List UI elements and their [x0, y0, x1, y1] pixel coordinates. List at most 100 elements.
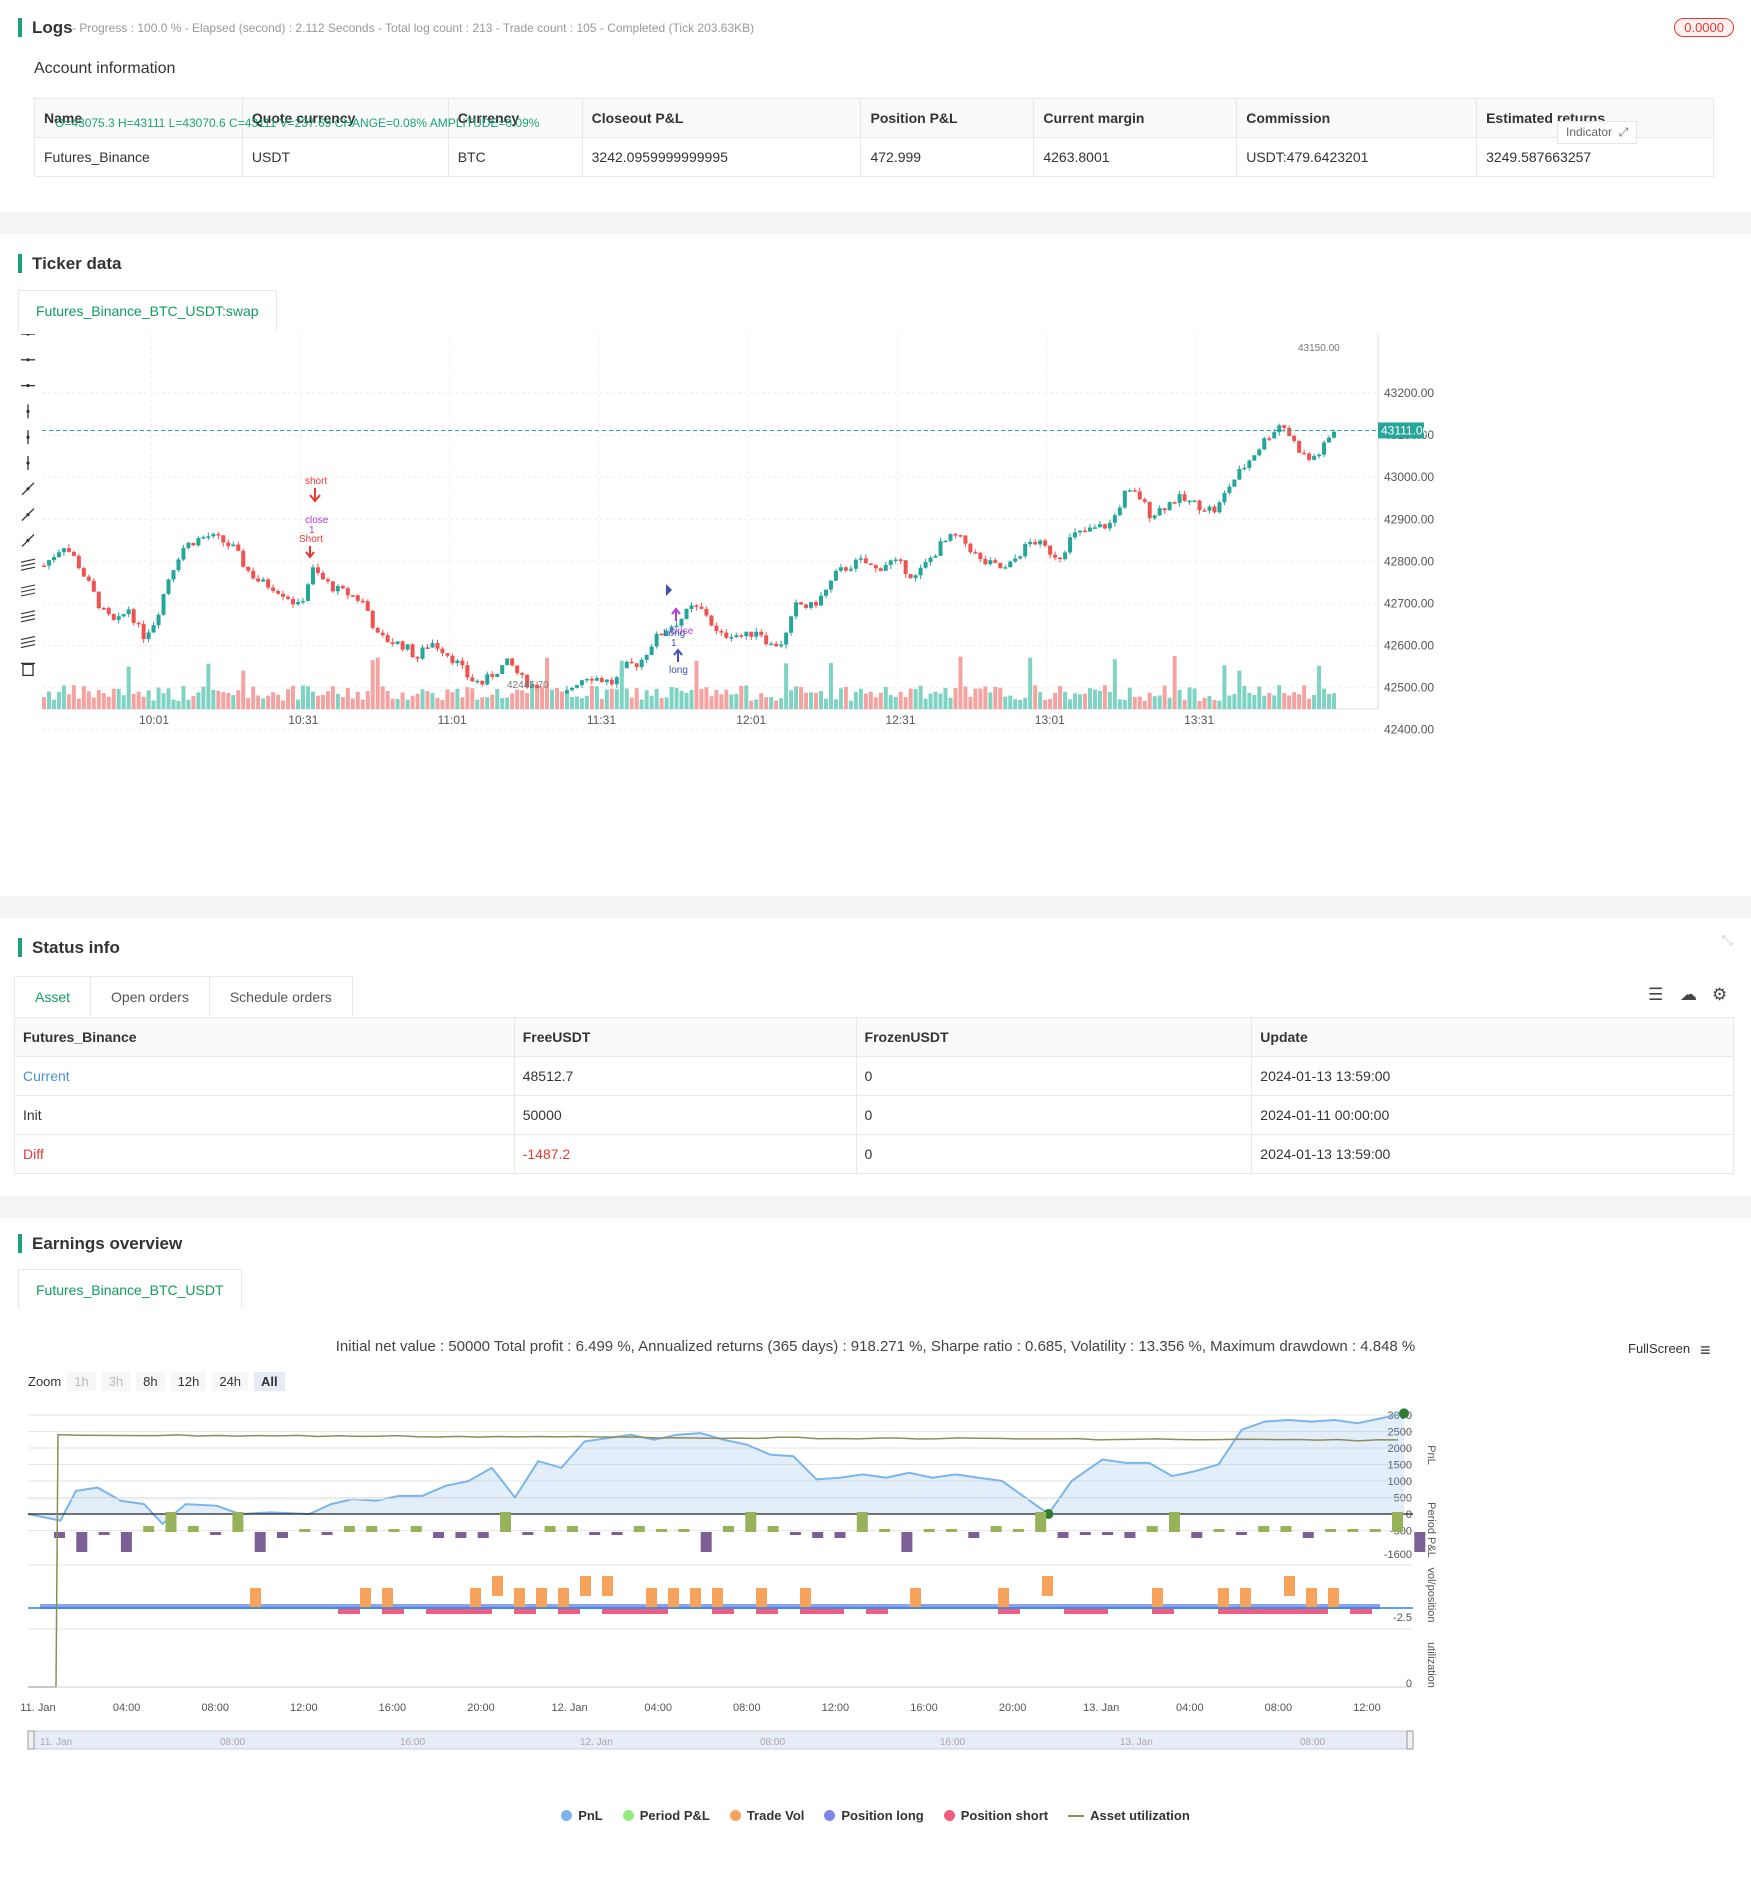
earnings-symbol-tab[interactable]: Futures_Binance_BTC_USDT [18, 1269, 242, 1309]
volume-bar [1292, 692, 1297, 709]
zoom-8h[interactable]: 8h [136, 1372, 165, 1391]
fullscreen-button[interactable]: FullScreen [1628, 1341, 1691, 1356]
navigator-right-handle[interactable] [1406, 1730, 1414, 1750]
vertical-ray-icon[interactable] [26, 456, 30, 470]
volume-bar [146, 690, 151, 709]
vertical-segment-icon[interactable] [26, 430, 30, 445]
trade-vol-bar [250, 1588, 261, 1608]
candle-body [1013, 558, 1018, 562]
candle-body [146, 632, 151, 640]
candle-body [1077, 530, 1082, 533]
candle-body [395, 641, 400, 644]
candle-body [903, 560, 908, 575]
candle-body [410, 644, 415, 658]
earnings-chart[interactable]: 300025002000150010005000-500PnLPeriod P&… [0, 1395, 1751, 1892]
candle-body [1102, 524, 1107, 529]
fib-icon[interactable] [20, 610, 36, 623]
menu-icon[interactable]: ≡ [1700, 1340, 1711, 1360]
zoom-24h[interactable]: 24h [212, 1372, 249, 1391]
volume-bar [848, 700, 853, 709]
candle-body [121, 614, 126, 617]
candle-body [843, 567, 848, 571]
volume-bar [704, 687, 709, 709]
volume-bar [171, 699, 176, 709]
status-tab-asset[interactable]: Asset [14, 976, 92, 1016]
grid-icon[interactable] [20, 636, 36, 649]
vertical-line-icon[interactable] [26, 404, 30, 419]
zoom-All[interactable]: All [254, 1372, 285, 1391]
list-icon[interactable]: ☰ [1648, 985, 1664, 1004]
parallel-channel-icon[interactable] [20, 584, 36, 597]
legend-item[interactable]: PnL [561, 1808, 603, 1823]
zoom-1h[interactable]: 1h [67, 1372, 96, 1391]
candle-body [774, 643, 779, 647]
candle-body [66, 548, 71, 552]
volume-bar [480, 697, 485, 709]
candle-body [450, 655, 455, 664]
trend-ray-icon[interactable] [21, 508, 35, 522]
volume-bar [1122, 699, 1127, 709]
collapse-icon[interactable]: ⤡ [1721, 932, 1733, 948]
volume-bar [530, 686, 535, 709]
extended-line-icon[interactable] [21, 384, 35, 388]
legend-item[interactable]: Trade Vol [729, 1808, 804, 1823]
extended-trend-icon[interactable] [21, 533, 35, 547]
short-arrow-icon [305, 546, 315, 559]
trash-icon[interactable] [21, 662, 35, 677]
horizontal-line-icon[interactable] [21, 334, 35, 336]
navigator-tick-label: 08:00 [1300, 1737, 1325, 1748]
volume-bar [266, 695, 271, 709]
zoom-12h[interactable]: 12h [170, 1372, 207, 1391]
period-pnl-bar [410, 1526, 422, 1532]
volume-bar [833, 699, 838, 709]
candle-body [739, 635, 744, 637]
candlestick-chart[interactable]: 43200.0043100.0043000.0042900.0042800.00… [0, 334, 1751, 894]
legend-item[interactable]: Period P&L [622, 1808, 710, 1823]
candle-body [1197, 500, 1202, 511]
candle-body [530, 684, 535, 688]
volume-bar [1227, 695, 1232, 709]
candle-body [525, 674, 530, 688]
asset-cell[interactable]: Diff [14, 1134, 515, 1174]
legend-item[interactable]: Position short [943, 1808, 1049, 1823]
indicator-button[interactable]: Indicator ⤢ [1557, 121, 1638, 144]
candle-body [86, 576, 91, 581]
period-pnl-bar [678, 1529, 690, 1532]
volume-bar [246, 698, 251, 709]
legend-item[interactable]: Position long [824, 1808, 924, 1823]
candle-body [1207, 506, 1212, 511]
period-pnl-bar [946, 1529, 957, 1532]
price-label-icon[interactable] [20, 558, 36, 571]
volume-bar [470, 688, 475, 709]
period-pnl-bar [1035, 1512, 1047, 1532]
volume-bar [878, 692, 883, 709]
horizontal-ray-icon[interactable] [21, 358, 35, 362]
candle-body [1282, 425, 1287, 428]
expand-icon: ⤢ [1618, 125, 1629, 139]
candle-body [868, 563, 873, 566]
legend-label: Position short [960, 1808, 1049, 1823]
logs-title: Logs [18, 18, 73, 37]
candle-body [998, 562, 1003, 568]
volume-bar [380, 686, 385, 709]
volume-bar [1312, 694, 1317, 709]
cloud-download-icon[interactable]: ☁ [1680, 985, 1697, 1004]
candle-body [654, 633, 659, 647]
asset-cell[interactable]: Init [14, 1095, 515, 1135]
ticker-symbol-tab[interactable]: Futures_Binance_BTC_USDT:swap [18, 290, 277, 330]
candle-body [1018, 556, 1023, 559]
trend-line-icon[interactable] [21, 482, 35, 496]
trade-vol-bar [1328, 1588, 1339, 1608]
status-tab-open-orders[interactable]: Open orders [90, 976, 210, 1016]
candle-body [1152, 515, 1157, 519]
gear-icon[interactable]: ⚙ [1712, 985, 1728, 1004]
period-pnl-bar [1191, 1532, 1203, 1538]
navigator-left-handle[interactable] [27, 1730, 35, 1750]
zoom-3h[interactable]: 3h [101, 1372, 131, 1391]
legend-item[interactable]: Asset utilization [1068, 1808, 1190, 1823]
zoom-controls: Zoom 1h 3h 8h 12h 24h All [28, 1372, 285, 1391]
status-tab-schedule-orders[interactable]: Schedule orders [208, 976, 353, 1016]
candle-body [1307, 453, 1312, 460]
asset-cell[interactable]: Current [14, 1056, 515, 1096]
candle-body [425, 647, 430, 649]
